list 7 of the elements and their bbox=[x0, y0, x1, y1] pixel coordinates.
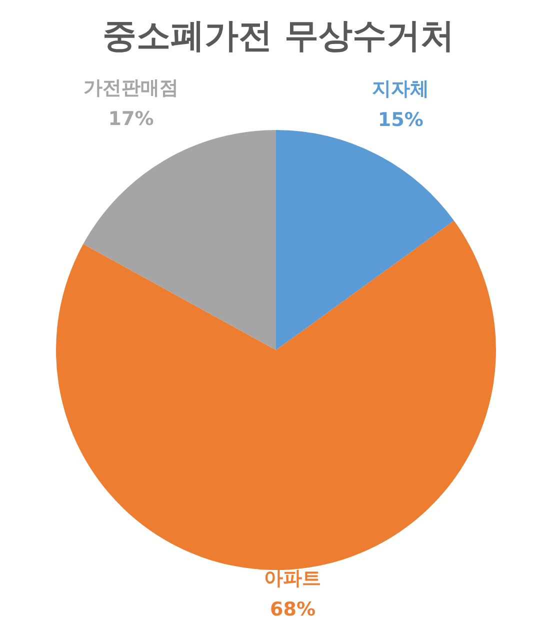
slice-label: 아파트 bbox=[264, 567, 322, 590]
data-label: 17% bbox=[108, 108, 154, 130]
slice-label: 가전판매점 bbox=[83, 77, 178, 100]
data-label: 68% bbox=[270, 598, 316, 620]
slice-label: 지자체 bbox=[372, 78, 430, 100]
chart-title: 중소폐가전 무상수거처 bbox=[102, 16, 454, 56]
data-label: 15% bbox=[378, 108, 424, 131]
